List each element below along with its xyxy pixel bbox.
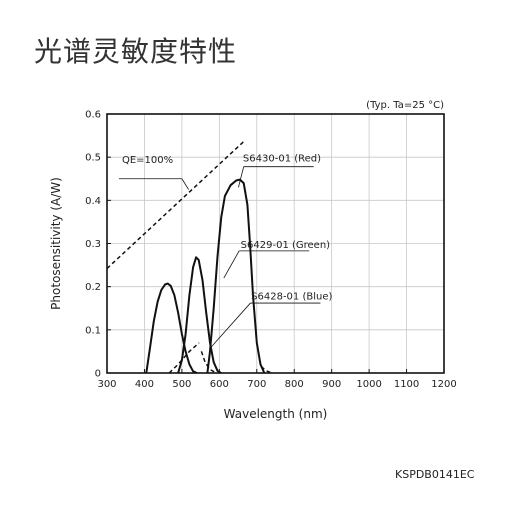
annotation-leader xyxy=(181,178,189,190)
x-axis-label: Wavelength (nm) xyxy=(224,407,328,421)
document-code: KSPDB0141EC xyxy=(395,468,475,481)
x-tick-label: 800 xyxy=(285,379,304,390)
x-tick-label: 700 xyxy=(247,379,266,390)
series-line xyxy=(200,351,216,374)
x-tick-label: 900 xyxy=(322,379,341,390)
series-line xyxy=(206,178,266,374)
series-line xyxy=(168,342,200,374)
series-annotation: S6428-01 (Blue) xyxy=(251,292,332,303)
series-line xyxy=(177,256,222,374)
y-tick-label: 0.3 xyxy=(85,239,101,250)
y-tick-label: 0.5 xyxy=(85,153,101,164)
x-tick-label: 600 xyxy=(210,379,229,390)
y-tick-label: 0.6 xyxy=(85,110,101,121)
plot-frame xyxy=(106,113,445,374)
y-tick-label: 0.2 xyxy=(85,282,101,293)
x-tick-label: 1000 xyxy=(356,379,381,390)
series-annotation: S6429-01 (Green) xyxy=(241,240,330,251)
y-axis-label: Photosensitivity (A/W) xyxy=(49,177,63,310)
series-annotation: S6430-01 (Red) xyxy=(243,153,321,164)
annotation-leader xyxy=(238,166,245,188)
y-tick-label: 0.1 xyxy=(85,325,101,336)
annotation-leader xyxy=(210,302,251,348)
x-tick-label: 300 xyxy=(97,379,116,390)
x-tick-label: 1100 xyxy=(394,379,419,390)
series-annotation: QE=100% xyxy=(122,155,173,166)
x-tick-label: 1200 xyxy=(431,379,456,390)
annotations: QE=100% S6430-01 (Red) S6429-01 (Green) S64… xyxy=(119,153,333,348)
series-line xyxy=(106,139,247,270)
series-line xyxy=(260,365,273,374)
series-line xyxy=(145,282,198,374)
annotation-leader xyxy=(223,250,240,279)
tick-labels: 300 400 500 600 700 800 900 1000 1100 1200 0 0.1 0.2… xyxy=(85,110,457,391)
page-title: 光谱灵敏度特性 xyxy=(34,35,238,68)
y-tick-label: 0.4 xyxy=(85,196,101,207)
x-tick-label: 500 xyxy=(172,379,191,390)
conditions-note: (Typ. Ta=25 °C) xyxy=(366,100,444,111)
x-tick-label: 400 xyxy=(135,379,154,390)
y-tick-label: 0 xyxy=(95,369,101,380)
series-lines xyxy=(106,139,273,374)
